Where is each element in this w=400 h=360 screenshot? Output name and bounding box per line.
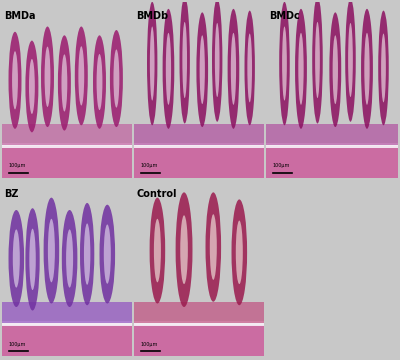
Ellipse shape — [150, 27, 154, 100]
Ellipse shape — [80, 203, 94, 305]
Ellipse shape — [41, 27, 54, 127]
Ellipse shape — [166, 33, 171, 105]
Text: 100μm: 100μm — [8, 163, 26, 168]
Ellipse shape — [29, 229, 36, 290]
Bar — [2, 321, 132, 327]
Text: 100μm: 100μm — [273, 163, 290, 168]
Ellipse shape — [378, 10, 389, 125]
Ellipse shape — [104, 224, 111, 284]
Bar — [134, 143, 264, 148]
Ellipse shape — [200, 35, 205, 104]
Ellipse shape — [100, 205, 115, 303]
Ellipse shape — [212, 0, 222, 122]
Bar — [266, 143, 398, 148]
Ellipse shape — [154, 219, 161, 282]
Bar — [134, 123, 264, 145]
Ellipse shape — [8, 210, 24, 307]
Ellipse shape — [180, 0, 190, 123]
Bar — [134, 321, 264, 327]
Ellipse shape — [44, 46, 50, 107]
Ellipse shape — [26, 41, 38, 132]
Bar — [134, 147, 264, 178]
Ellipse shape — [329, 12, 341, 127]
Ellipse shape — [75, 27, 88, 125]
Text: 100μm: 100μm — [8, 342, 26, 347]
Ellipse shape — [210, 214, 217, 280]
Text: BZ: BZ — [5, 189, 19, 199]
Ellipse shape — [312, 0, 323, 123]
Bar — [2, 302, 132, 323]
Ellipse shape — [298, 33, 304, 105]
Ellipse shape — [206, 192, 221, 302]
Ellipse shape — [345, 0, 356, 122]
Ellipse shape — [247, 33, 252, 102]
Ellipse shape — [364, 33, 370, 105]
Ellipse shape — [29, 59, 35, 114]
Ellipse shape — [236, 221, 243, 284]
Ellipse shape — [381, 33, 386, 102]
Ellipse shape — [78, 46, 84, 105]
Ellipse shape — [348, 23, 353, 97]
Ellipse shape — [196, 12, 208, 127]
Text: Control: Control — [136, 189, 177, 199]
Ellipse shape — [228, 9, 239, 129]
Ellipse shape — [8, 32, 22, 129]
Ellipse shape — [315, 22, 320, 98]
Ellipse shape — [58, 35, 71, 131]
Ellipse shape — [176, 192, 192, 307]
Ellipse shape — [279, 2, 290, 125]
Ellipse shape — [110, 30, 123, 127]
Bar — [2, 147, 132, 178]
Ellipse shape — [244, 10, 255, 125]
Bar — [2, 123, 132, 145]
Ellipse shape — [12, 51, 18, 109]
Bar — [2, 143, 132, 148]
Ellipse shape — [84, 224, 90, 285]
Ellipse shape — [96, 54, 102, 110]
Ellipse shape — [180, 215, 188, 284]
Ellipse shape — [114, 49, 119, 108]
Ellipse shape — [215, 23, 220, 97]
Ellipse shape — [182, 22, 187, 98]
Ellipse shape — [26, 208, 40, 311]
Ellipse shape — [282, 27, 287, 100]
Bar — [2, 325, 132, 356]
Bar — [266, 123, 398, 145]
Ellipse shape — [93, 35, 106, 129]
Ellipse shape — [62, 210, 78, 307]
Ellipse shape — [295, 9, 307, 129]
Ellipse shape — [62, 54, 67, 112]
Bar — [134, 325, 264, 356]
Text: BMDa: BMDa — [5, 10, 36, 21]
Ellipse shape — [333, 35, 338, 104]
Text: BMDc: BMDc — [269, 10, 299, 21]
Text: 100μm: 100μm — [140, 342, 158, 347]
Ellipse shape — [162, 9, 174, 129]
Ellipse shape — [66, 229, 73, 288]
Text: 100μm: 100μm — [140, 163, 158, 168]
Bar — [266, 147, 398, 178]
Ellipse shape — [361, 9, 373, 129]
Ellipse shape — [13, 229, 20, 288]
Ellipse shape — [150, 198, 165, 303]
Ellipse shape — [231, 33, 236, 105]
Ellipse shape — [232, 199, 247, 305]
Bar — [134, 302, 264, 323]
Ellipse shape — [48, 219, 55, 282]
Text: BMDb: BMDb — [136, 10, 169, 21]
Ellipse shape — [44, 198, 59, 303]
Ellipse shape — [147, 2, 157, 125]
